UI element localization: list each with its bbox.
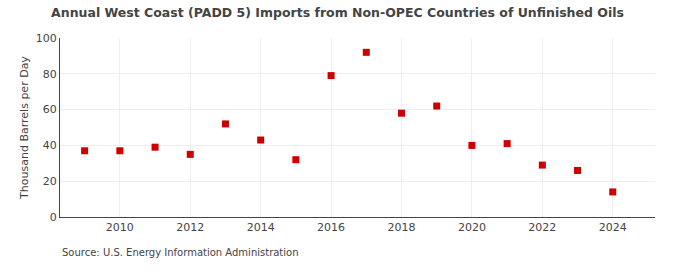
- svg-text:40: 40: [43, 139, 57, 152]
- svg-text:20: 20: [43, 175, 57, 188]
- svg-text:60: 60: [43, 103, 57, 116]
- svg-text:Source: U.S. Energy Informatio: Source: U.S. Energy Information Administ…: [62, 247, 299, 258]
- svg-text:Annual West Coast (PADD 5) Imp: Annual West Coast (PADD 5) Imports from …: [51, 5, 624, 20]
- svg-text:100: 100: [36, 32, 57, 45]
- svg-text:2018: 2018: [388, 221, 416, 234]
- svg-text:2012: 2012: [176, 221, 204, 234]
- svg-text:2010: 2010: [106, 221, 134, 234]
- svg-text:2022: 2022: [528, 221, 556, 234]
- svg-text:2024: 2024: [599, 221, 627, 234]
- svg-text:Thousand Barrels per Day: Thousand Barrels per Day: [18, 56, 31, 200]
- svg-text:2020: 2020: [458, 221, 486, 234]
- svg-text:80: 80: [43, 68, 57, 81]
- svg-text:2016: 2016: [317, 221, 345, 234]
- svg-text:2014: 2014: [247, 221, 275, 234]
- svg-text:0: 0: [50, 211, 57, 224]
